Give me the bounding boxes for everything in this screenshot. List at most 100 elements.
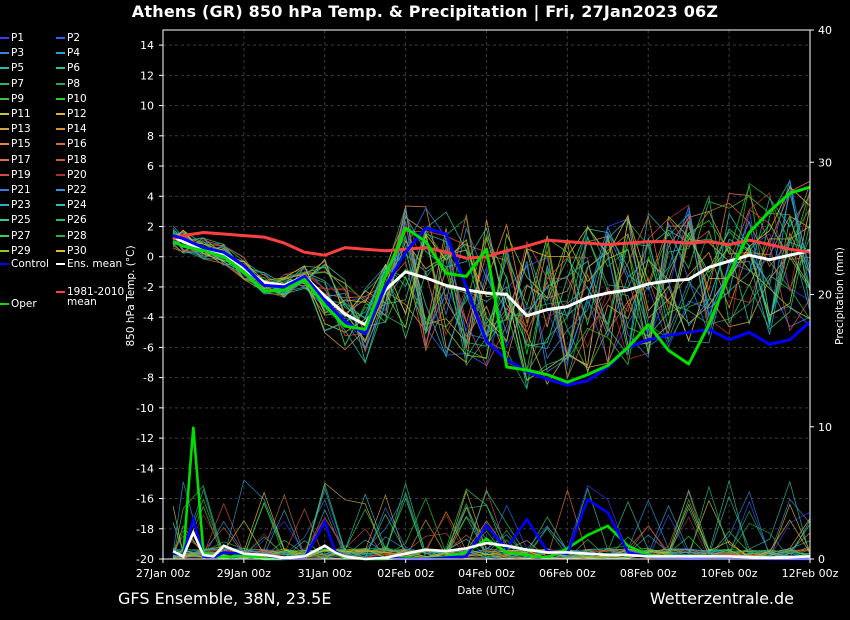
legend-label: P27 xyxy=(11,229,31,242)
legend-item-p29: P29 xyxy=(0,245,31,257)
legend-label: Ens. mean xyxy=(67,258,123,270)
legend-swatch xyxy=(0,113,9,115)
legend-label: P13 xyxy=(11,123,31,136)
legend-swatch xyxy=(56,158,65,161)
temp-line-control xyxy=(172,226,812,387)
legend-swatch xyxy=(56,143,65,146)
legend-swatch xyxy=(0,143,9,146)
y-tick-label: -18 xyxy=(136,523,154,536)
y-tick-label: 0 xyxy=(147,251,154,264)
legend-label: P11 xyxy=(11,108,31,120)
legend-swatch xyxy=(0,263,9,265)
legend-label: P22 xyxy=(67,184,87,196)
legend-label: P29 xyxy=(11,244,31,257)
member-precip-p23 xyxy=(173,487,811,560)
chart-title: Athens (GR) 850 hPa Temp. & Precipitatio… xyxy=(131,2,719,21)
legend-item-p25: P25 xyxy=(0,214,31,226)
legend-swatch xyxy=(0,158,9,161)
y-tick-label: 12 xyxy=(140,69,154,82)
legend-item-control: Control xyxy=(0,258,49,270)
y-tick-label: -12 xyxy=(136,432,154,445)
legend-swatch xyxy=(56,219,65,222)
legend-swatch xyxy=(0,204,9,207)
legend-label: P17 xyxy=(11,153,31,166)
y-tick-label: -10 xyxy=(136,402,154,415)
legend-item-p27: P27 xyxy=(0,230,31,242)
y-tick-label: 14 xyxy=(140,39,154,52)
legend-label: P7 xyxy=(11,77,25,90)
legend-item-p9: P9 xyxy=(0,93,24,105)
y-tick-label: -6 xyxy=(143,341,154,354)
legend-label: P12 xyxy=(67,108,87,120)
legend-item-p8: P8 xyxy=(56,78,80,90)
legend-label: P24 xyxy=(67,199,87,212)
legend-label: P19 xyxy=(11,168,31,181)
legend-label: P2 xyxy=(67,32,81,44)
legend-swatch xyxy=(0,82,9,85)
x-tick-label: 10Feb 00z xyxy=(701,567,758,580)
x-tick-label: 06Feb 00z xyxy=(539,567,596,580)
y-tick-label: 6 xyxy=(147,160,154,173)
legend-swatch xyxy=(56,263,65,265)
y-tick-label: -14 xyxy=(136,462,154,475)
legend-swatch xyxy=(56,113,65,115)
y2-tick-label: 10 xyxy=(818,421,832,434)
legend-label: P28 xyxy=(67,229,87,242)
legend-swatch xyxy=(0,128,9,131)
legend-item-p23: P23 xyxy=(0,199,31,211)
legend-item-oper: Oper xyxy=(0,298,37,310)
legend-item-p3: P3 xyxy=(0,47,24,59)
legend-label: P21 xyxy=(11,184,31,196)
legend-item-p13: P13 xyxy=(0,123,31,135)
legend-item-ens-mean: Ens. mean xyxy=(56,258,122,270)
axes: -20-18-16-14-12-10-8-6-4-202468101214010… xyxy=(136,24,839,580)
temp-line-ens-mean xyxy=(172,235,811,327)
site-credit: Wetterzentrale.de xyxy=(649,589,794,608)
legend-swatch xyxy=(0,173,9,176)
legend-swatch xyxy=(0,234,9,237)
x-tick-label: 02Feb 00z xyxy=(377,567,434,580)
legend-label: P15 xyxy=(11,138,31,151)
legend-swatch xyxy=(56,128,65,131)
legend-item-p1: P1 xyxy=(0,32,24,44)
y2-tick-label: 20 xyxy=(818,289,832,302)
legend-swatch xyxy=(56,37,65,39)
y-tick-label: 2 xyxy=(147,220,154,233)
legend-label: P30 xyxy=(67,244,87,257)
legend-label: P23 xyxy=(11,199,31,212)
y-tick-label: -8 xyxy=(143,372,154,385)
member-precip-p30 xyxy=(173,491,811,560)
y-tick-label: 8 xyxy=(147,130,154,143)
y2-axis-label: Precipitation (mm) xyxy=(834,247,846,345)
legend-swatch xyxy=(56,249,65,252)
legend-swatch xyxy=(56,97,65,100)
legend-swatch xyxy=(0,52,9,55)
y2-tick-label: 30 xyxy=(818,156,832,169)
legend-swatch xyxy=(0,37,9,39)
legend-item-p4: P4 xyxy=(56,47,80,59)
legend-label: P5 xyxy=(11,62,25,75)
legend-label: Oper xyxy=(11,298,37,310)
legend-swatch xyxy=(56,204,65,207)
x-tick-label: 08Feb 00z xyxy=(620,567,677,580)
x-tick-label: 27Jan 00z xyxy=(136,567,190,580)
legend-item-climate-mean: 1981-2010 mean xyxy=(56,287,124,307)
main-series xyxy=(172,185,812,387)
legend-label: P26 xyxy=(67,214,87,227)
legend-label: P3 xyxy=(11,47,25,60)
legend-label: 1981-2010 xyxy=(67,286,125,298)
legend-label: P20 xyxy=(67,168,87,181)
legend-item-p2: P2 xyxy=(56,32,80,44)
y2-tick-label: 0 xyxy=(818,553,825,566)
y-tick-label: 10 xyxy=(140,100,154,113)
legend-swatch xyxy=(0,67,9,70)
legend-item-p7: P7 xyxy=(0,78,24,90)
legend-label: P10 xyxy=(67,92,87,105)
legend-swatch xyxy=(56,82,65,85)
model-location-caption: GFS Ensemble, 38N, 23.5E xyxy=(118,589,332,608)
y-tick-label: -16 xyxy=(136,493,154,506)
legend-item-p5: P5 xyxy=(0,62,24,74)
legend-swatch xyxy=(0,97,9,100)
legend-label: P18 xyxy=(67,153,87,166)
